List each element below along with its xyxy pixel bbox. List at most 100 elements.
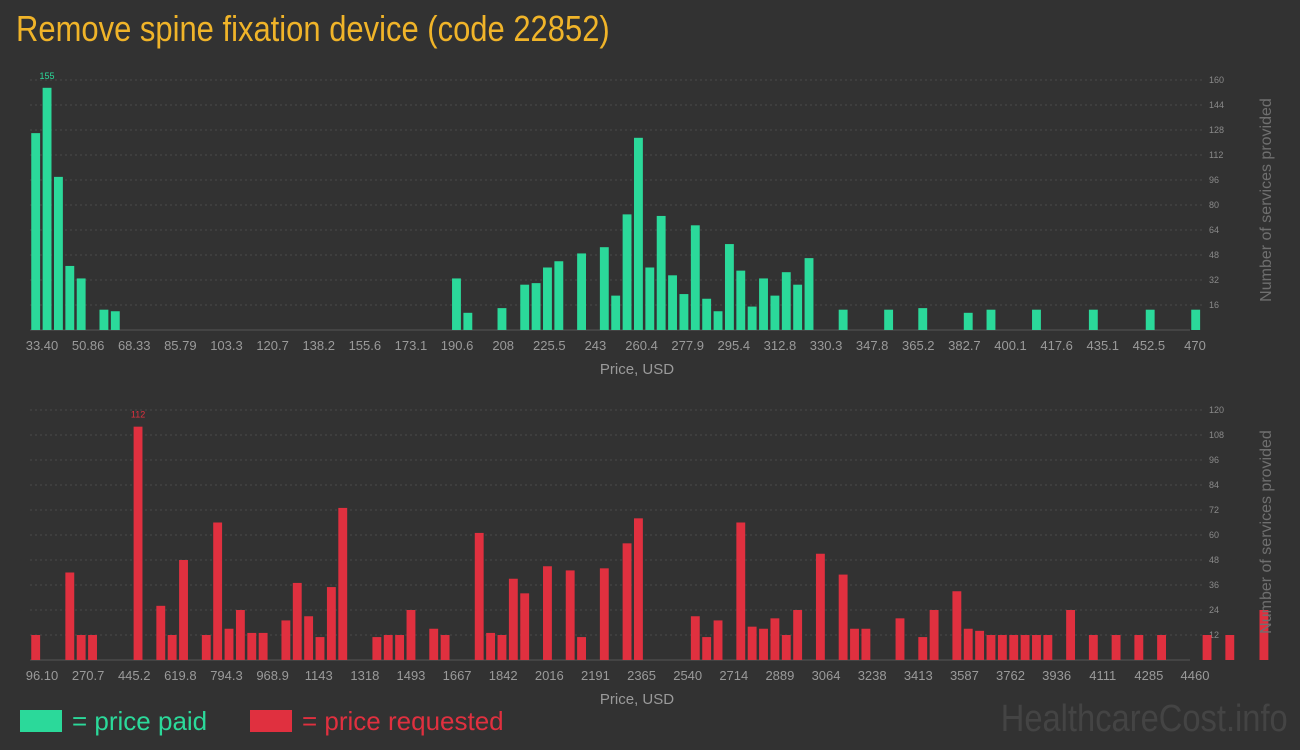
paid-x-tick-label: 400.1 (994, 338, 1027, 353)
requested-x-tick-label: 2714 (719, 668, 748, 683)
paid-bar (65, 265, 75, 330)
requested-x-tick-label: 1667 (443, 668, 472, 683)
paid-x-tick-label: 173.1 (395, 338, 428, 353)
paid-x-tick-label: 417.6 (1040, 338, 1073, 353)
requested-bar (1032, 635, 1041, 660)
paid-bar (656, 215, 666, 330)
paid-x-tick-label: 312.8 (764, 338, 797, 353)
price-paid-chart: 16 32 48 64 80 96 112 128 144 160 155 33.40 50.86 68.… (26, 71, 1275, 378)
requested-max-label: 112 (131, 410, 145, 420)
requested-y-tick-label: 108 (1209, 430, 1224, 440)
requested-bar (395, 635, 405, 660)
paid-bar (770, 295, 780, 330)
requested-bar (429, 628, 439, 660)
legend-paid-swatch (20, 710, 62, 732)
paid-bar (1191, 309, 1201, 330)
requested-bar (156, 605, 166, 660)
paid-bar (759, 278, 768, 330)
paid-bar (1088, 309, 1098, 330)
requested-bar (167, 635, 177, 660)
paid-bar (76, 278, 86, 330)
paid-bar (99, 309, 109, 330)
requested-bar (736, 522, 746, 660)
requested-bar (1020, 635, 1030, 660)
requested-y-tick-label: 12 (1209, 630, 1219, 640)
watermark: HealthcareCost.info (1000, 698, 1288, 740)
requested-bar (1066, 610, 1076, 660)
requested-bar (133, 426, 143, 660)
paid-bar (736, 270, 746, 330)
paid-y-tick-label: 80 (1209, 200, 1219, 210)
paid-bar (724, 244, 734, 330)
requested-bar (497, 635, 507, 660)
paid-x-tick-label: 382.7 (948, 338, 981, 353)
requested-bar (1202, 635, 1212, 660)
requested-bar (281, 620, 291, 660)
paid-x-tick-label: 103.3 (210, 338, 243, 353)
requested-bar (338, 507, 348, 660)
page-title: Remove spine fixation device (code 22852… (16, 8, 610, 49)
legend-requested-swatch (250, 710, 292, 732)
requested-bar (963, 628, 973, 660)
requested-bar (1259, 610, 1269, 660)
requested-x-tick-label: 3936 (1042, 668, 1071, 683)
paid-bar (110, 311, 120, 330)
requested-bar (304, 616, 314, 660)
requested-x-tick-label: 2365 (627, 668, 656, 683)
requested-x-tick-label: 4285 (1134, 668, 1163, 683)
requested-x-tick-label: 2191 (581, 668, 610, 683)
requested-bar (292, 582, 302, 660)
requested-x-tick-label: 445.2 (118, 668, 151, 683)
requested-bar (235, 610, 245, 660)
paid-bar (963, 312, 973, 330)
paid-x-tick-label: 435.1 (1086, 338, 1119, 353)
requested-bar (1225, 635, 1235, 660)
requested-bar (224, 628, 234, 660)
paid-y-axis-label: Number of services provided (1258, 98, 1275, 302)
requested-bar (850, 628, 859, 660)
paid-y-tick-label: 32 (1209, 275, 1219, 285)
paid-x-tick-label: 190.6 (441, 338, 474, 353)
requested-x-tick-label: 4460 (1181, 668, 1210, 683)
requested-x-tick-label: 1143 (305, 668, 333, 683)
requested-y-tick-label: 60 (1209, 530, 1219, 540)
requested-bar (622, 543, 632, 660)
paid-y-tick-label: 96 (1209, 175, 1219, 185)
requested-bar (247, 632, 257, 660)
paid-x-tick-label: 260.4 (625, 338, 658, 353)
requested-y-tick-label: 84 (1209, 480, 1219, 490)
paid-bar (838, 309, 848, 330)
paid-x-tick-label: 120.7 (256, 338, 289, 353)
requested-x-tick-label: 3238 (858, 668, 887, 683)
paid-bar (611, 295, 621, 330)
legend-requested-label: = price requested (302, 705, 504, 736)
requested-bar (975, 630, 985, 660)
paid-bar (520, 284, 530, 330)
requested-bar (508, 578, 518, 660)
requested-y-tick-label: 24 (1209, 605, 1219, 615)
paid-bar (1032, 309, 1041, 330)
requested-x-tick-label: 2889 (765, 668, 794, 683)
paid-bar (577, 253, 587, 330)
requested-bar (986, 635, 996, 660)
requested-x-tick-label: 2016 (535, 668, 564, 683)
paid-bar (918, 308, 928, 330)
requested-bar (815, 553, 825, 660)
paid-bar (884, 309, 894, 330)
legend-requested: = price requested (250, 706, 504, 736)
paid-bar (53, 176, 63, 330)
requested-y-tick-label: 48 (1209, 555, 1219, 565)
requested-bar (838, 574, 848, 660)
requested-x-tick-label: 1493 (396, 668, 425, 683)
paid-x-tick-label: 225.5 (533, 338, 566, 353)
requested-bar (383, 635, 393, 660)
requested-bar (1134, 635, 1144, 660)
requested-bar (633, 518, 643, 660)
paid-x-tick-label: 243 (585, 338, 607, 353)
requested-x-axis-label: Price, USD (600, 691, 674, 708)
requested-bar (213, 522, 223, 660)
requested-bar (315, 637, 325, 660)
paid-bar (781, 272, 791, 330)
requested-x-tick-label: 1318 (350, 668, 379, 683)
requested-y-tick-label: 96 (1209, 455, 1219, 465)
